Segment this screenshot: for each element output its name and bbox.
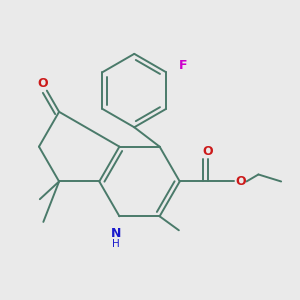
Text: O: O [202, 145, 213, 158]
Text: N: N [111, 227, 121, 240]
Text: O: O [37, 76, 48, 90]
Text: F: F [178, 59, 187, 72]
Text: H: H [112, 238, 120, 249]
Text: O: O [235, 175, 245, 188]
